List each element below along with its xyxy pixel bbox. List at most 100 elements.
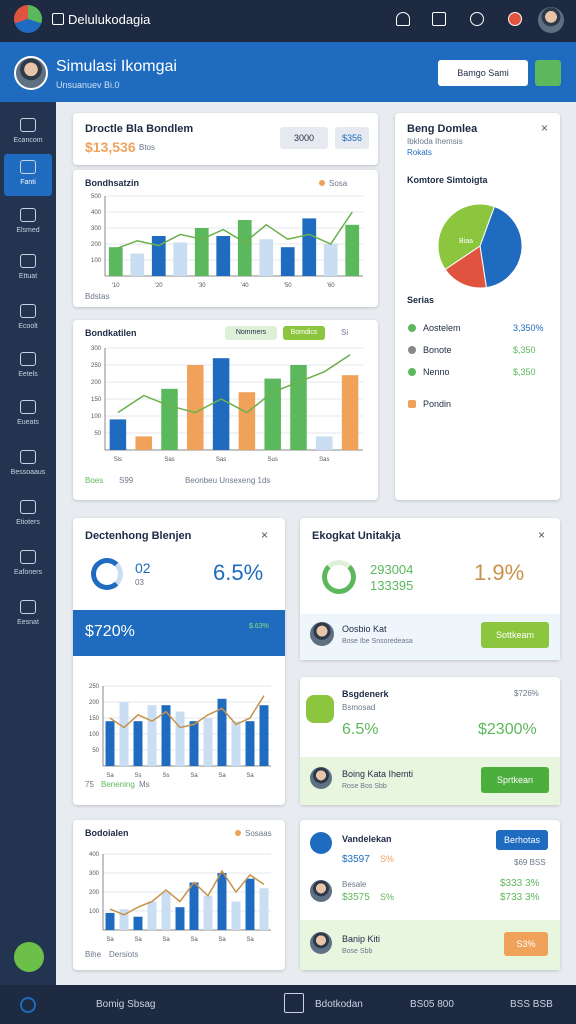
stat-a: 6.5%	[342, 721, 379, 738]
bar	[130, 253, 145, 276]
bar	[187, 365, 204, 450]
x-tick-label: Sa	[162, 937, 170, 943]
row-a: Besale	[342, 880, 367, 889]
nav-item[interactable]: Bessoaaus	[4, 444, 52, 486]
nav-item[interactable]: Ecancom	[4, 112, 52, 154]
logo	[14, 5, 42, 33]
legend-label: Sosaas	[245, 829, 272, 838]
bar	[216, 236, 231, 276]
bar	[133, 721, 143, 766]
add-button[interactable]	[535, 60, 561, 86]
header-button[interactable]: Bamgo Sami	[438, 60, 528, 86]
chart-footer: Ms	[139, 780, 150, 789]
chart-title: Bondhsatzin	[85, 178, 139, 188]
row-avatar	[310, 880, 332, 902]
nav-icon	[20, 550, 36, 564]
nav-label: Elsmed	[16, 227, 40, 234]
y-tick-label: 200	[91, 242, 102, 248]
chart-footer: Bdstas	[85, 292, 110, 301]
bar	[231, 721, 241, 766]
fab-button[interactable]	[14, 942, 44, 972]
stat-a: 293004	[370, 562, 414, 577]
x-tick-label: Sa	[246, 937, 254, 943]
bar	[175, 711, 185, 766]
row-value: $,350	[513, 345, 536, 355]
nav-item[interactable]: Elsmed	[4, 202, 52, 244]
nav-label: Eafoners	[13, 569, 43, 576]
summary-button[interactable]: $356	[335, 127, 369, 149]
nav-icon	[20, 254, 36, 268]
stat-b: 133395	[370, 578, 414, 593]
alert-icon[interactable]	[508, 12, 522, 26]
row-dot	[408, 324, 416, 332]
card-sub: Bsmosad	[342, 703, 376, 712]
nav-item[interactable]: Fanti	[4, 154, 52, 196]
row-dot	[408, 346, 416, 354]
nav-icon	[20, 500, 36, 514]
bar	[259, 705, 269, 766]
action-button[interactable]: Sottkeam	[481, 622, 549, 648]
close-button[interactable]: ×	[541, 121, 549, 135]
chart-footer: Dersiots	[109, 950, 139, 959]
chart-footer: Boes	[85, 476, 104, 485]
grid-icon[interactable]	[432, 12, 446, 26]
y-tick-label: 500	[91, 194, 102, 200]
nav-label: Ecancom	[13, 137, 43, 144]
y-tick-label: 300	[91, 346, 102, 352]
value-chip[interactable]: S3%	[504, 932, 548, 956]
x-tick-label: Sus	[268, 457, 278, 463]
x-tick-label: Sas	[164, 457, 174, 463]
x-tick-label: Sa	[106, 773, 114, 779]
nav-item[interactable]: Ecoolt	[4, 298, 52, 340]
nav-item[interactable]: Ettuat	[4, 248, 52, 290]
legend-chip[interactable]: Nommers	[225, 326, 277, 340]
user-avatar[interactable]	[538, 7, 564, 33]
summary-value: $13,536	[85, 139, 136, 155]
sidebar: Ecancom Fanti Elsmed Ettuat Ecoolt Eetels Euea…	[0, 102, 56, 985]
y-tick-label: 100	[89, 909, 100, 915]
row-name: Pondin	[423, 399, 452, 409]
nav-item[interactable]: Etioters	[4, 494, 52, 536]
bell-icon[interactable]	[396, 12, 410, 26]
y-tick-label: 150	[89, 716, 100, 722]
close-button[interactable]: ×	[538, 528, 546, 542]
legend-label: Si	[341, 328, 349, 337]
nav-item[interactable]: Eafoners	[4, 544, 52, 586]
pie-slice	[437, 203, 496, 271]
banner-note: $.63%	[249, 623, 269, 630]
close-button[interactable]: ×	[261, 528, 269, 542]
nav-item[interactable]: Eesnat	[4, 594, 52, 636]
legend-chip[interactable]: Bomdics	[283, 326, 325, 340]
bar	[161, 892, 171, 930]
bar	[238, 392, 256, 450]
summary-button[interactable]: 3000	[280, 127, 328, 149]
action-button[interactable]: Sprtkean	[481, 767, 549, 793]
bar	[161, 705, 171, 766]
card-title: Beng Domlea	[407, 123, 478, 135]
chart: 100 200 300 400 500 '10 '20 '30 '40 '50 '60	[91, 194, 363, 289]
settings-icon[interactable]	[470, 12, 484, 26]
stat-small: 02	[135, 560, 151, 576]
card-button[interactable]: Berhotas	[496, 830, 548, 850]
legend-label: Sosa	[329, 179, 348, 188]
section-title: Komtore Simtoigta	[407, 175, 488, 185]
nav-item[interactable]: Eetels	[4, 346, 52, 388]
person-avatar	[310, 622, 334, 646]
y-tick-label: 100	[91, 258, 102, 264]
nav-item[interactable]: Eueats	[4, 394, 52, 436]
legend-swatch	[235, 830, 241, 836]
person-avatar	[310, 932, 332, 954]
x-tick-label: Sa	[106, 937, 114, 943]
bar	[133, 916, 143, 930]
x-tick-label: Sa	[218, 937, 226, 943]
trend-line	[117, 354, 351, 414]
chart-card: Bondhsatzin Sosa 100 200 300 400 500 '10 '20 '3…	[73, 170, 378, 307]
card-title: Dectenhong Blenjen	[85, 530, 192, 542]
chart-area: 100 200 300 400 500 '10 '20 '30 '40 '50 '60	[79, 190, 369, 290]
x-tick-label: Sa	[190, 937, 198, 943]
person-note: Bose Ibe Snsoredeasa	[342, 638, 413, 645]
stat-value: 1.9%	[474, 560, 525, 585]
bottom-icon	[20, 997, 36, 1013]
person-name: Oosbio Kat	[342, 624, 387, 634]
